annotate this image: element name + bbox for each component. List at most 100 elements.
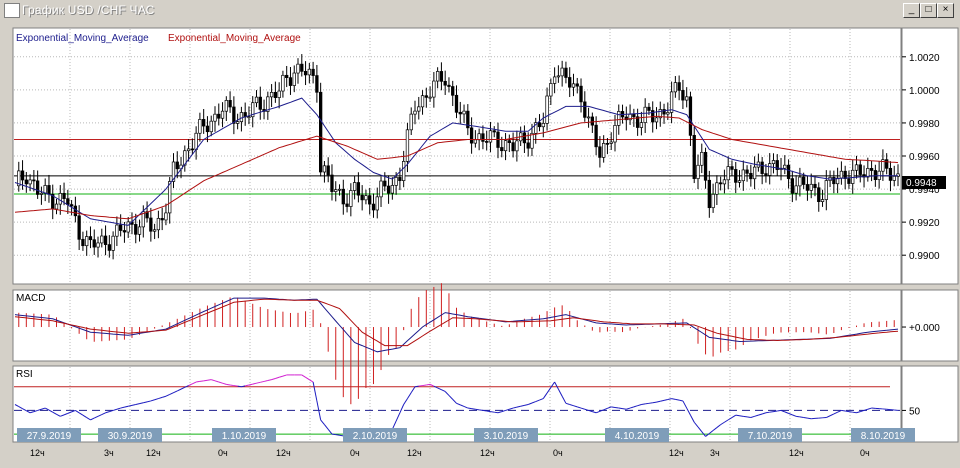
rsi-line-segment bbox=[475, 408, 480, 411]
rsi-line-segment bbox=[509, 407, 514, 410]
rsi-line-segment bbox=[282, 374, 287, 377]
rsi-line-segment bbox=[629, 406, 635, 409]
current-price-marker bbox=[902, 176, 946, 189]
rsi-line-segment bbox=[746, 416, 751, 419]
candle-body bbox=[371, 203, 376, 211]
candle-body bbox=[156, 218, 161, 231]
candle-body bbox=[768, 163, 772, 176]
candle-body bbox=[662, 109, 666, 115]
candle-body bbox=[47, 185, 51, 195]
candle-body bbox=[571, 83, 576, 88]
candle-body bbox=[892, 175, 896, 181]
price-series bbox=[14, 54, 900, 260]
candle-body bbox=[439, 71, 444, 82]
minimize-button[interactable]: _ bbox=[903, 3, 920, 18]
rsi-line-segment bbox=[131, 404, 136, 406]
candle-body bbox=[447, 84, 451, 87]
candle-body bbox=[54, 203, 59, 210]
rsi-line-segment bbox=[211, 379, 216, 382]
rsi-line-segment bbox=[97, 414, 103, 417]
rsi-line-segment bbox=[37, 408, 42, 411]
time-label: 0ч bbox=[860, 448, 870, 458]
ema-line-blue bbox=[14, 97, 898, 226]
rsi-line-segment bbox=[709, 430, 714, 434]
candle-body bbox=[394, 177, 398, 186]
candle-body bbox=[277, 90, 281, 98]
rsi-line-segment bbox=[82, 414, 87, 418]
candle-body bbox=[526, 142, 530, 149]
rsi-line-segment bbox=[301, 374, 306, 378]
rsi-line-segment bbox=[667, 398, 672, 400]
candle-body bbox=[764, 173, 768, 176]
rsi-line-segment bbox=[188, 383, 193, 387]
candle-body bbox=[715, 182, 719, 195]
candle-body bbox=[734, 169, 738, 183]
rsi-line-segment bbox=[154, 398, 159, 401]
candle-body bbox=[96, 242, 100, 248]
candle-body bbox=[409, 113, 413, 131]
candle-body bbox=[790, 178, 794, 194]
candle-body bbox=[405, 129, 410, 162]
time-label: 12ч bbox=[276, 448, 291, 458]
candle-body bbox=[458, 111, 462, 115]
candle-body bbox=[360, 194, 364, 201]
maximize-button[interactable]: □ bbox=[920, 3, 937, 18]
rsi-line-segment bbox=[177, 388, 182, 392]
candle-body bbox=[775, 160, 779, 170]
candle-body bbox=[771, 160, 776, 164]
candle-body bbox=[235, 121, 240, 124]
candle-body bbox=[307, 68, 311, 76]
rsi-line-segment bbox=[196, 380, 200, 383]
candle-body bbox=[654, 117, 659, 123]
candle-body bbox=[258, 96, 262, 110]
candle-body bbox=[186, 148, 191, 152]
candle-body bbox=[794, 185, 798, 194]
rsi-line-segment bbox=[327, 429, 333, 435]
candle-body bbox=[685, 96, 689, 101]
candle-body bbox=[319, 91, 323, 173]
time-label: 0ч bbox=[218, 448, 228, 458]
candle-body bbox=[718, 182, 723, 185]
candle-body bbox=[145, 211, 149, 219]
chart-area[interactable]: 1.0020 1.0000 0.9980 0.9960 0.9940 0.9920 0.99… bbox=[0, 20, 960, 468]
rsi-line-segment bbox=[569, 404, 574, 407]
rsi-line-segment bbox=[41, 407, 46, 410]
rsi-line-segment bbox=[218, 381, 223, 384]
rsi-line-segment bbox=[603, 407, 608, 411]
rsi-line-segment bbox=[33, 409, 38, 413]
price-axis bbox=[901, 27, 959, 285]
candle-body bbox=[190, 148, 195, 151]
date-label: 1.10.2019 bbox=[222, 431, 267, 442]
rsi-line-segment bbox=[784, 411, 789, 414]
candle-body bbox=[647, 106, 651, 111]
rsi-line-segment bbox=[437, 387, 442, 391]
rsi-line-segment bbox=[124, 405, 129, 408]
rsi-line-segment bbox=[256, 381, 261, 384]
candle-body bbox=[220, 110, 225, 119]
rsi-line-segment bbox=[675, 398, 680, 401]
candle-body bbox=[530, 132, 534, 149]
candle-body bbox=[737, 180, 742, 183]
rsi-line-segment bbox=[275, 376, 280, 379]
close-button[interactable]: × bbox=[937, 3, 954, 18]
rsi-line-segment bbox=[60, 414, 65, 417]
rsi-line-segment bbox=[207, 379, 212, 381]
rsi-line-segment bbox=[86, 417, 91, 421]
rsi-line-segment bbox=[716, 424, 721, 428]
candle-body bbox=[413, 110, 417, 115]
candle-body bbox=[545, 95, 549, 124]
rsi-line-segment bbox=[705, 433, 710, 437]
date-badge bbox=[474, 428, 538, 442]
candle-body bbox=[77, 215, 81, 240]
candle-body bbox=[171, 161, 176, 182]
candle-body bbox=[330, 174, 334, 192]
candle-body bbox=[602, 142, 606, 158]
rsi-line-segment bbox=[128, 404, 133, 407]
candle-body bbox=[485, 141, 489, 143]
candle-body bbox=[473, 139, 478, 144]
candle-body bbox=[137, 226, 142, 235]
rsi-line-segment bbox=[796, 415, 800, 418]
date-label: 4.10.2019 bbox=[615, 431, 660, 442]
candle-body bbox=[643, 106, 647, 123]
candle-body bbox=[383, 180, 387, 187]
